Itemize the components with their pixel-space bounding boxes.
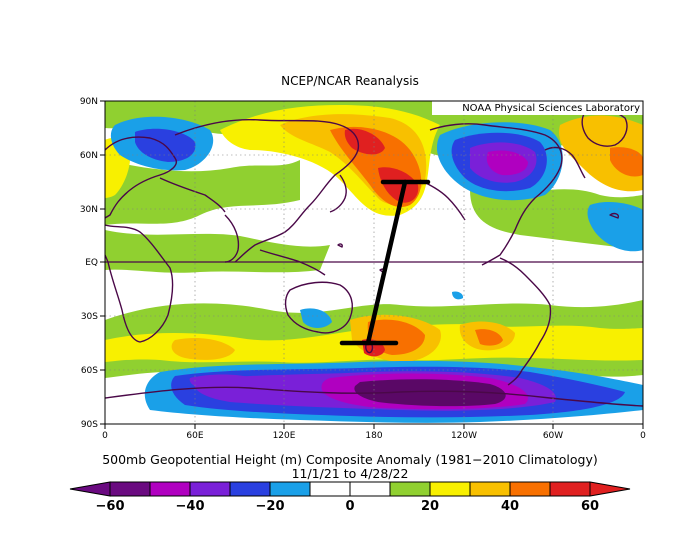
colorbar-swatch [109,481,151,497]
center-atlantic-orange [610,147,643,177]
center-atlantic-lightblue [587,202,643,252]
lat-label-90s: 90S [81,420,98,430]
lat-label-90n: 90N [80,97,98,107]
colorbar-swatch [229,481,271,497]
lat-label-60n: 60N [80,151,98,161]
lon-label-180: 180 [365,431,382,441]
colorbar-label-60: 60 [581,499,599,514]
lon-label-60w: 60W [543,431,563,441]
caption-line-1: 500mb Geopotential Height (m) Composite … [102,452,598,467]
annotation-lines [339,179,431,346]
lat-label-30n: 30N [80,205,98,215]
colorbar-label-20: 20 [421,499,439,514]
colorbar-swatch [189,481,231,497]
colorbar-swatch [309,481,351,497]
center-south-orange-east [475,329,503,346]
colorbar [69,481,631,497]
center-antarctic-deep [354,379,506,407]
colorbar-swatch [429,481,471,497]
center-south-gold-west [171,338,235,360]
colorbar-label-0: 0 [345,499,354,514]
lon-label-120e: 120E [273,431,296,441]
colorbar-swatch [389,481,431,497]
band-north-green [105,160,300,225]
anomaly-field [105,101,643,424]
center-south-lightblue [300,308,332,328]
lon-label-120w: 120W [451,431,477,441]
colorbar-label-40: 40 [501,499,519,514]
center-na-magenta [486,150,528,176]
colorbar-arrow-low [69,481,111,497]
colorbar-arrow-high [589,481,631,497]
credit-label: NOAA Physical Sciences Laboratory [462,103,640,114]
tick-marks [100,100,644,429]
center-pacific-red [378,167,419,203]
lon-label-60e: 60E [186,431,203,441]
colorbar-label-m40: −40 [176,499,205,514]
center-antarctic-blue-west [189,374,265,394]
lat-label-eq: EQ [85,258,98,268]
credit-box [432,101,643,115]
lat-label-30s: 30S [81,312,98,322]
lat-label-60s: 60S [81,366,98,376]
colorbar-swatch [549,481,591,497]
colorbar-swatch [269,481,311,497]
colorbar-label-m20: −20 [256,499,285,514]
colorbar-swatch [349,481,391,497]
colorbar-swatch [149,481,191,497]
lon-label-0-east: 0 [640,431,646,441]
center-south-lightblue-2 [452,291,464,300]
map-title: NCEP/NCAR Reanalysis [281,74,419,88]
caption-line-2: 11/1/21 to 4/28/22 [291,466,409,481]
colorbar-swatch [509,481,551,497]
lon-label-0-west: 0 [102,431,108,441]
colorbar-label-m60: −60 [96,499,125,514]
colorbar-swatch [469,481,511,497]
